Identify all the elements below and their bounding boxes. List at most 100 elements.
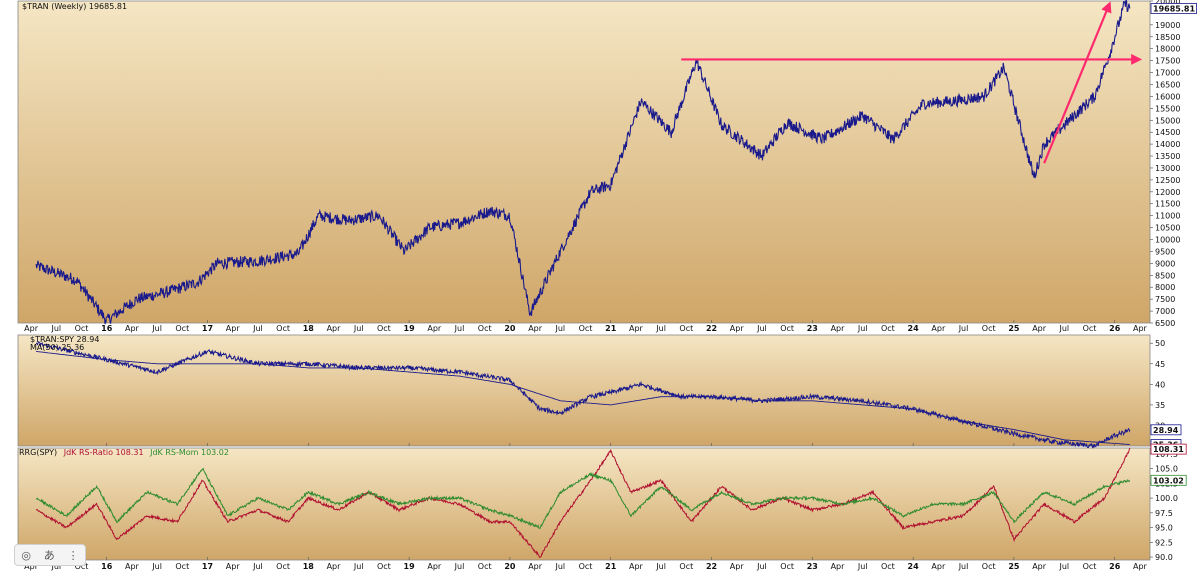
x-axis-tick-label: Oct: [579, 562, 593, 571]
x-axis-tick-label: Apr: [24, 562, 39, 571]
price-last-value-box: [1150, 3, 1197, 14]
x-axis-tick-label: Apr: [125, 562, 140, 571]
x-axis-tick-label: Jul: [554, 324, 565, 333]
x-axis-tick-label: Oct: [377, 324, 391, 333]
x-axis-tick-label: Apr: [24, 324, 39, 333]
price-ytick-label: 14000: [1155, 140, 1180, 149]
price-ytick-label: 12000: [1155, 188, 1180, 197]
x-axis-tick-label: Oct: [276, 562, 290, 571]
price-panel-bg: [17, 0, 1151, 324]
x-axis-tick-label: Apr: [730, 562, 745, 571]
price-ytick-label: 8500: [1155, 271, 1175, 280]
x-axis-tick-label: Apr: [327, 324, 342, 333]
price-ytick-label: 15500: [1155, 104, 1180, 113]
price-last-value-label: 19685.81: [1153, 4, 1195, 13]
x-axis-tick-label: 21: [605, 562, 617, 571]
more-options-icon[interactable]: ⋮: [67, 548, 79, 562]
x-axis-tick-label: Jul: [554, 562, 565, 571]
x-axis-tick-label: 26: [1109, 562, 1121, 571]
x-axis-tick-label: Jul: [756, 324, 767, 333]
price-ytick-label: 15000: [1155, 116, 1180, 125]
x-axis-tick-label: Oct: [75, 562, 89, 571]
x-axis-tick-label: Oct: [478, 562, 492, 571]
x-axis-tick-label: 17: [202, 562, 213, 571]
price-ytick-label: 13500: [1155, 152, 1180, 161]
rising-trend-arrow: [1043, 1, 1112, 164]
x-axis-tick-label: 20: [504, 562, 516, 571]
ratio-series-secondary-line: [36, 350, 1130, 445]
x-axis-tick-label: Oct: [780, 324, 794, 333]
x-axis-tick-label: Apr: [831, 562, 846, 571]
x-axis-tick-label: 19: [404, 562, 416, 571]
x-axis-tick-label: Oct: [679, 562, 693, 571]
rrg-ytick-label: 105.0: [1155, 465, 1178, 474]
rrg-ytick-label: 95.0: [1155, 524, 1173, 533]
x-axis-tick-label: 16: [101, 324, 113, 333]
price-ytick-label: 20000: [1155, 0, 1180, 6]
camera-icon[interactable]: ◎: [21, 548, 31, 562]
rrg-panel-title: RRG(SPY) JdK RS-Ratio 108.31 JdK RS-Mom …: [19, 448, 229, 457]
x-axis-tick-label: Apr: [125, 324, 140, 333]
x-axis-tick-label: Apr: [730, 324, 745, 333]
x-axis-tick-label: 22: [706, 324, 717, 333]
x-axis-tick-label: Apr: [1032, 324, 1047, 333]
x-axis-tick-label: Apr: [931, 562, 946, 571]
x-axis-tick-label: 18: [303, 562, 315, 571]
x-axis-tick-label: Apr: [528, 562, 543, 571]
price-ytick-label: 17500: [1155, 57, 1180, 66]
rrg-ytick-label: 100.0: [1155, 494, 1178, 503]
x-axis-tick-label: Apr: [427, 562, 442, 571]
x-axis-tick-label: Jul: [958, 562, 969, 571]
x-axis-tick-label: Apr: [226, 562, 241, 571]
x-axis-tick-label: Jul: [50, 562, 61, 571]
x-axis-tick-label: Apr: [1133, 562, 1148, 571]
x-axis-tick-label: 18: [303, 324, 315, 333]
x-axis-tick-label: Jul: [857, 562, 868, 571]
x-axis-tick-label: Oct: [276, 324, 290, 333]
x-axis-tick-label: Apr: [831, 324, 846, 333]
x-axis-tick-label: 20: [504, 324, 516, 333]
price-ytick-label: 14500: [1155, 128, 1180, 137]
plots: [35, 0, 1143, 559]
x-axis-tick-label: Oct: [175, 562, 189, 571]
ratio-last-value-label: 28.94: [1153, 426, 1179, 435]
x-axis-tick-label: Oct: [75, 324, 89, 333]
rrg-last-value-box: [1150, 443, 1187, 455]
x-axis-tick-label: Oct: [1083, 324, 1097, 333]
rrg-ytick-label: 92.5: [1155, 538, 1173, 547]
price-ytick-label: 17000: [1155, 69, 1180, 78]
ratio-ytick-label: 40: [1155, 380, 1165, 389]
x-axis-tick-label: Jul: [655, 324, 666, 333]
x-axis-tick-label: Oct: [175, 324, 189, 333]
price-ytick-label: 6500: [1155, 319, 1175, 328]
x-axis-tick-label: 23: [807, 324, 818, 333]
price-ytick-label: 9000: [1155, 259, 1175, 268]
x-axis-tick-label: Jul: [50, 324, 61, 333]
titles: $TRAN (Weekly) 19685.81 $TRAN:SPY 28.94 …: [19, 2, 229, 457]
ratio-ytick-label: 35: [1155, 401, 1165, 410]
translate-icon[interactable]: あ: [43, 549, 55, 562]
x-axis-tick-label: 26: [1109, 324, 1121, 333]
price-panel-title: $TRAN (Weekly) 19685.81: [22, 2, 127, 11]
price-ytick-label: 12500: [1155, 176, 1180, 185]
x-axis-tick-label: Jul: [252, 562, 263, 571]
x-axis-tick-label: Oct: [982, 324, 996, 333]
price-ytick-label: 16500: [1155, 80, 1180, 89]
x-axis-tick-label: Apr: [427, 324, 442, 333]
rrg-ytick-label: 97.5: [1155, 509, 1173, 518]
x-axis-tick-label: Oct: [478, 324, 492, 333]
ratio-ytick-label: 45: [1155, 360, 1165, 369]
x-axis-tick-label: Jul: [252, 324, 263, 333]
x-axis-tick-label: Oct: [679, 324, 693, 333]
price-ytick-label: 16000: [1155, 92, 1180, 101]
x-axis-tick-label: Jul: [857, 324, 868, 333]
rrg-ytick-label: 90.0: [1155, 553, 1173, 562]
x-axis-tick-label: Oct: [579, 324, 593, 333]
price-ytick-label: 7500: [1155, 295, 1175, 304]
x-axis-tick-label: Jul: [655, 562, 666, 571]
x-axis-tick-label: Apr: [629, 324, 644, 333]
x-axis-tick-label: Jul: [151, 324, 162, 333]
x-axis-tick-label: Jul: [353, 324, 364, 333]
x-axis-tick-label: Jul: [454, 324, 465, 333]
